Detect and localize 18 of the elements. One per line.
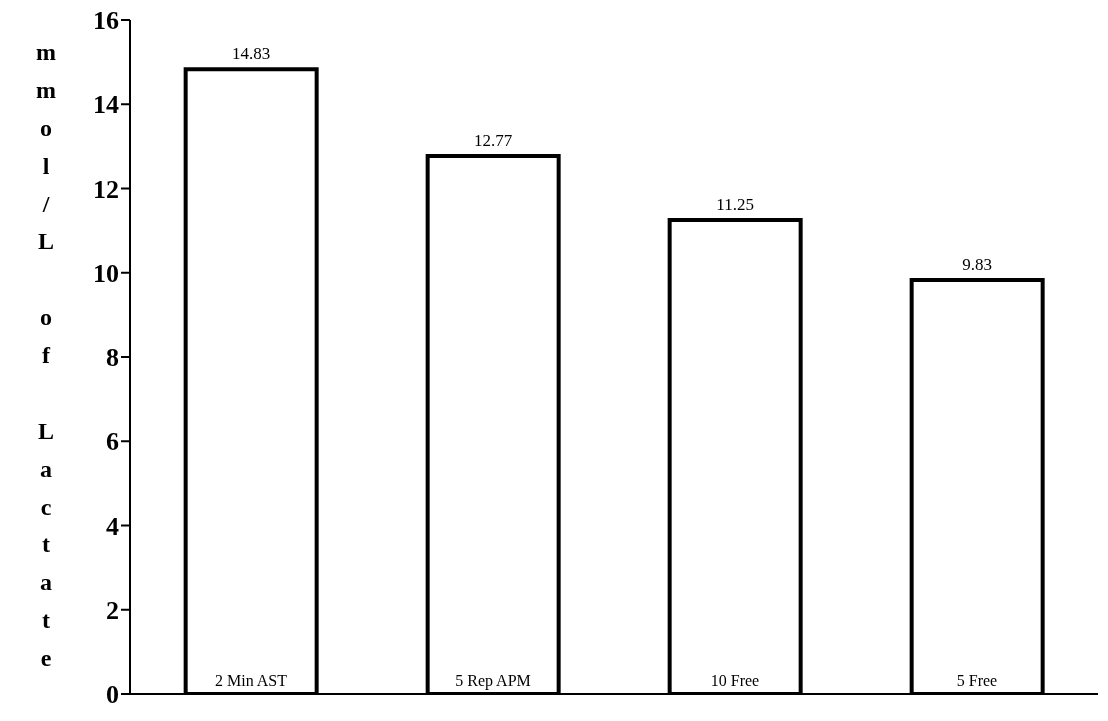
x-tick-label: 10 Free <box>710 672 760 689</box>
data-label: 9.83 <box>962 254 993 274</box>
y-tick-label: 4 <box>106 511 119 541</box>
y-tick-label: 0 <box>106 680 119 710</box>
x-tick-label: 5 Free <box>956 672 998 689</box>
y-tick-label: 8 <box>106 343 119 373</box>
x-tick-label: 2 Min AST <box>214 672 288 689</box>
y-tick-label: 14 <box>93 90 119 120</box>
y-tick-label: 12 <box>93 174 119 204</box>
y-tick-label: 10 <box>93 258 119 288</box>
y-tick-label: 2 <box>106 595 119 625</box>
data-label: 11.25 <box>716 195 754 215</box>
y-tick-label: 16 <box>93 6 119 36</box>
x-tick-label: 5 Rep APM <box>455 672 531 690</box>
data-label: 14.83 <box>232 44 271 64</box>
text: mmol/L of Lactate <box>36 39 56 672</box>
y-tick-label: 6 <box>106 427 119 457</box>
data-label: 12.77 <box>474 131 513 151</box>
